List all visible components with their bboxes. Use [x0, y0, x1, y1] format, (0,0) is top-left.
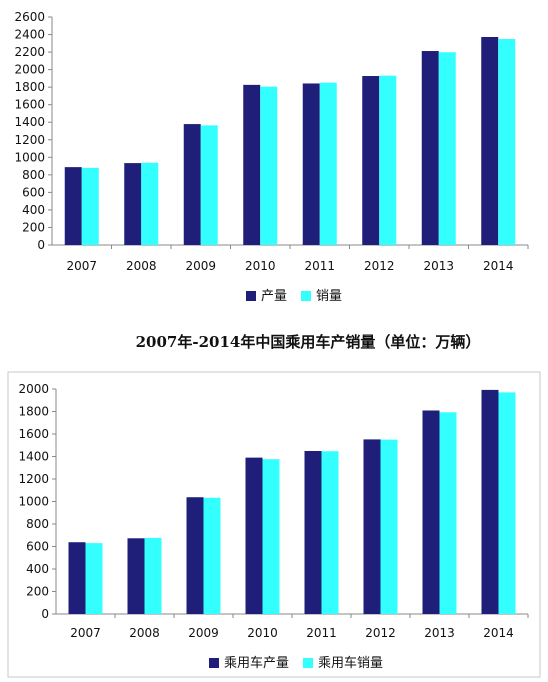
y-tick-label: 1800 — [14, 80, 45, 94]
y-tick-label: 1400 — [14, 115, 45, 129]
chart-2: 2007年-2014年中国乘用车产销量（单位：万辆） 0 200 400 600 800 1… — [7, 333, 541, 678]
x-category-label: 2010 — [247, 626, 278, 640]
y-tick-label: 200 — [22, 220, 45, 234]
bar-sales-2009 — [200, 125, 218, 245]
bar-production-2011 — [302, 83, 320, 246]
legend-label-sales: 乘用车销量 — [318, 655, 383, 671]
x-category-label: 2007 — [70, 626, 101, 640]
legend-swatch-production — [209, 658, 219, 668]
chart-frame — [7, 371, 541, 678]
y-tick-label: 1000 — [14, 150, 45, 164]
x-category-label: 2010 — [245, 259, 276, 273]
bar-production-2008 — [124, 163, 142, 245]
legend-label-production: 产量 — [261, 289, 287, 304]
x-category-label: 2013 — [424, 626, 455, 640]
legend-label-production: 乘用车产量 — [224, 655, 289, 671]
x-category-label: 2011 — [306, 626, 337, 640]
bar-production-2014 — [481, 389, 499, 614]
bar-sales-2009 — [203, 497, 221, 614]
legend-swatch-production — [246, 291, 256, 301]
y-tick-label: 400 — [26, 562, 49, 576]
x-category-label: 2013 — [423, 259, 454, 273]
x-category-label: 2011 — [304, 259, 335, 273]
chart-title: 2007年-2014年中国乘用车产销量（单位：万辆） — [136, 333, 481, 351]
bar-production-2008 — [127, 538, 145, 614]
bar-sales-2011 — [319, 82, 337, 245]
legend-label-sales: 销量 — [316, 289, 342, 304]
x-category-label: 2014 — [483, 626, 514, 640]
y-tick-label: 2600 — [14, 10, 45, 24]
bar-sales-2013 — [438, 52, 456, 246]
bar-production-2009 — [183, 124, 201, 245]
bar-production-2007 — [64, 167, 82, 245]
bar-sales-2013 — [439, 412, 457, 614]
bar-production-2013 — [421, 51, 439, 246]
y-tick-label: 1800 — [18, 405, 49, 419]
y-tick-label: 2400 — [14, 28, 45, 42]
y-tick-label: 1600 — [14, 98, 45, 112]
bar-sales-2007 — [85, 543, 103, 614]
x-category-label: 2009 — [188, 626, 219, 640]
bar-sales-2014 — [498, 39, 516, 245]
y-tick-label: 1000 — [18, 495, 49, 509]
y-tick-label: 600 — [22, 185, 45, 199]
bar-sales-2010 — [262, 459, 280, 614]
bar-production-2014 — [481, 36, 499, 245]
legend-swatch-sales — [303, 658, 313, 668]
bar-sales-2012 — [380, 439, 398, 614]
y-tick-label: 1200 — [18, 472, 49, 486]
y-tick-label: 400 — [22, 203, 45, 217]
y-tick-label: 1400 — [18, 450, 49, 464]
x-category-label: 2014 — [483, 259, 514, 273]
y-tick-label: 1600 — [18, 427, 49, 441]
chart-1: 0 200 400 600 800 1000 1200 1400 1600 1800 2000 220… — [14, 10, 529, 304]
bar-production-2010 — [245, 457, 263, 614]
y-tick-label: 800 — [26, 517, 49, 531]
y-tick-label: 2200 — [14, 45, 45, 59]
x-category-label: 2009 — [185, 259, 216, 273]
x-category-label: 2008 — [126, 259, 157, 273]
x-category-label: 2012 — [364, 259, 395, 273]
bar-sales-2012 — [379, 75, 397, 245]
x-category-label: 2008 — [129, 626, 160, 640]
legend-swatch-sales — [301, 291, 311, 301]
y-tick-label: 2000 — [18, 382, 49, 396]
bar-production-2013 — [422, 410, 440, 614]
x-category-label: 2007 — [66, 259, 97, 273]
y-tick-label: 0 — [41, 607, 49, 621]
bar-sales-2010 — [260, 86, 278, 246]
bar-sales-2014 — [498, 392, 516, 614]
bar-production-2009 — [186, 497, 204, 614]
y-tick-label: 0 — [37, 238, 45, 252]
bar-sales-2008 — [141, 162, 159, 245]
bar-production-2012 — [363, 439, 381, 614]
y-tick-label: 200 — [26, 585, 49, 599]
bar-production-2010 — [243, 84, 261, 246]
bar-production-2011 — [304, 450, 322, 614]
bar-sales-2011 — [321, 451, 339, 614]
y-tick-label: 1200 — [14, 133, 45, 147]
bar-sales-2007 — [81, 167, 99, 245]
bar-production-2007 — [68, 542, 86, 614]
y-tick-label: 600 — [26, 540, 49, 554]
x-category-label: 2012 — [365, 626, 396, 640]
bar-production-2012 — [362, 76, 380, 245]
bar-sales-2008 — [144, 537, 162, 614]
y-tick-label: 2000 — [14, 63, 45, 77]
y-tick-label: 800 — [22, 168, 45, 182]
